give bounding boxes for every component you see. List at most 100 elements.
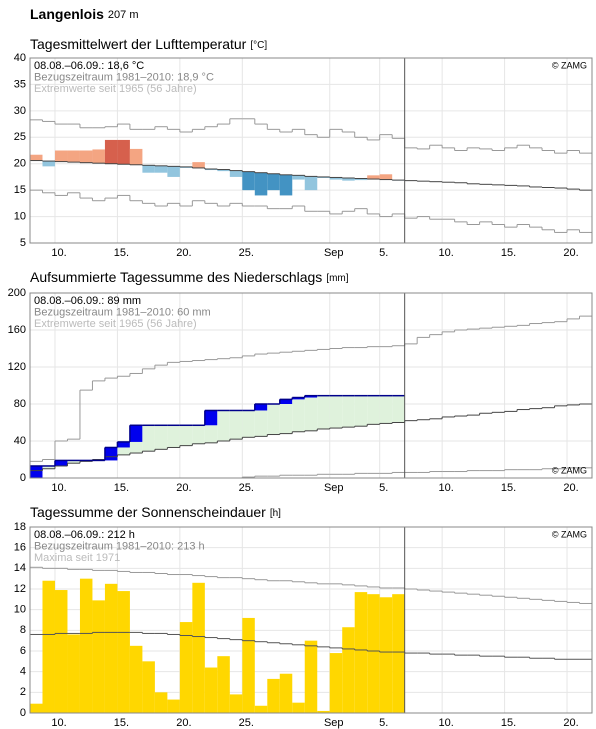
x-tick-label: 10. xyxy=(51,717,66,729)
surplus-area xyxy=(392,395,405,423)
title-text: Tagesmittelwert der Lufttemperatur xyxy=(30,36,247,52)
y-tick-label: 10 xyxy=(14,210,26,222)
surplus-area xyxy=(304,397,318,431)
legend-entry: 08.08.–06.09.: 18,6 °C xyxy=(34,60,144,72)
title-unit: [mm] xyxy=(326,273,348,284)
rain-bar xyxy=(117,441,130,448)
anomaly-bar xyxy=(192,162,205,168)
x-tick-label: 10. xyxy=(51,247,66,259)
plot-frame xyxy=(29,57,593,244)
y-tick-label: 20 xyxy=(14,158,26,170)
anomaly-bar xyxy=(217,169,230,172)
y-tick-label: 14 xyxy=(14,562,26,574)
plot-frame xyxy=(29,526,593,714)
x-tick-label: 15. xyxy=(501,717,516,729)
y-tick-label: 80 xyxy=(14,398,26,410)
x-tick-label: 10. xyxy=(438,482,453,494)
y-tick-label: 35 xyxy=(14,78,26,90)
surplus-area xyxy=(354,395,368,427)
rain-bar xyxy=(254,404,268,411)
title-unit: [h] xyxy=(270,508,281,519)
surplus-area xyxy=(254,410,268,437)
anomaly-bar xyxy=(317,176,330,178)
bar xyxy=(79,578,93,713)
bar xyxy=(342,627,355,713)
anomaly-bar xyxy=(54,150,68,162)
anomaly-bar xyxy=(154,165,168,173)
station-name: Langenlois xyxy=(30,6,104,22)
y-tick-label: 160 xyxy=(8,324,26,336)
x-tick-label: 5. xyxy=(379,482,388,494)
anomaly-bar xyxy=(142,165,155,173)
y-tick-label: 6 xyxy=(20,645,26,657)
surplus-area xyxy=(292,399,305,432)
bar xyxy=(117,591,130,713)
x-tick-label: 20. xyxy=(176,247,191,259)
bar xyxy=(54,590,68,713)
header: Langenlois 207 m xyxy=(30,6,138,22)
x-tick-label: 10. xyxy=(438,247,453,259)
anomaly-bar xyxy=(242,171,255,191)
y-tick-label: 0 xyxy=(20,472,26,484)
legend-entry: Extremwerte seit 1965 (56 Jahre) xyxy=(34,83,197,95)
x-tick-label: 20. xyxy=(176,717,191,729)
bar xyxy=(67,634,80,713)
surplus-area xyxy=(179,425,193,446)
x-tick-label: 25. xyxy=(239,247,254,259)
rain-bar xyxy=(204,410,218,426)
surplus-area xyxy=(204,425,218,443)
bar xyxy=(129,645,143,713)
legend-entry: Bezugszeitraum 1981–2010: 18,9 °C xyxy=(34,71,214,83)
anomaly-bar xyxy=(292,175,305,180)
anomaly-bar xyxy=(304,176,318,191)
surplus-area xyxy=(342,395,355,428)
anomaly-bar xyxy=(342,177,355,181)
surplus-area xyxy=(42,465,55,469)
bar xyxy=(292,702,305,713)
y-tick-label: 2 xyxy=(20,686,26,698)
surplus-area xyxy=(167,425,180,448)
bar xyxy=(392,594,405,713)
surplus-area xyxy=(279,404,293,434)
bar xyxy=(267,678,280,713)
surplus-area xyxy=(142,425,155,452)
bar xyxy=(154,692,168,713)
surplus-area xyxy=(379,395,393,424)
surplus-area xyxy=(329,395,343,429)
anomaly-bar xyxy=(354,178,368,181)
x-tick-label: 20. xyxy=(563,247,578,259)
rain-bar xyxy=(104,447,118,461)
y-tick-label: 15 xyxy=(14,184,26,196)
surplus-area xyxy=(317,395,330,429)
surplus-area xyxy=(217,410,230,441)
anomaly-bar xyxy=(117,139,130,165)
bar xyxy=(329,653,343,713)
anomaly-bar xyxy=(279,174,293,196)
legend-entry: Maxima seit 1971 xyxy=(34,552,120,564)
panel-title: Tagesmittelwert der Lufttemperatur [°C] xyxy=(30,36,267,52)
bar xyxy=(254,705,268,713)
anomaly-bar xyxy=(42,161,55,167)
surplus-area xyxy=(67,460,80,464)
bar xyxy=(204,667,218,713)
bar xyxy=(142,661,155,713)
source-label: © ZAMG xyxy=(552,60,587,70)
anomaly-bar xyxy=(30,154,43,161)
bar xyxy=(192,582,205,713)
x-tick-label: Sep xyxy=(324,482,344,494)
bar xyxy=(179,622,193,713)
surplus-area xyxy=(367,395,380,425)
source-label: © ZAMG xyxy=(552,529,587,539)
x-tick-label: 25. xyxy=(239,717,254,729)
y-tick-label: 10 xyxy=(14,604,26,616)
rain-bar xyxy=(292,397,305,400)
x-tick-label: 10. xyxy=(438,717,453,729)
y-tick-label: 30 xyxy=(14,105,26,117)
x-tick-label: 25. xyxy=(239,482,254,494)
title-unit: [°C] xyxy=(250,40,267,51)
rain-bar xyxy=(129,425,143,442)
x-tick-label: 20. xyxy=(176,482,191,494)
bar xyxy=(379,597,393,713)
anomaly-bar xyxy=(79,150,93,163)
rain-bar xyxy=(279,399,293,404)
